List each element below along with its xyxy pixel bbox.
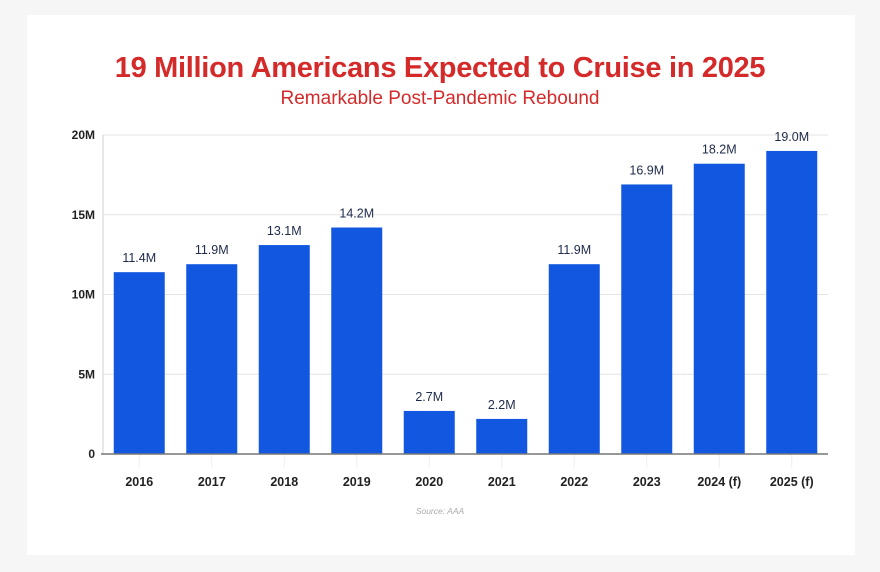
x-tick-label: 2025 (f): [770, 475, 814, 489]
bar: [693, 163, 745, 454]
bar: [258, 245, 310, 454]
x-tick-label: 2020: [415, 475, 443, 489]
y-tick-label: 0: [88, 447, 95, 461]
source-note: Source: AAA: [416, 506, 465, 516]
data-label: 13.1M: [267, 224, 302, 238]
data-label: 14.2M: [339, 207, 374, 221]
x-tick-label: 2022: [560, 475, 588, 489]
data-label: 2.7M: [415, 390, 443, 404]
data-label: 11.4M: [122, 251, 156, 265]
x-tick-label: 2024 (f): [697, 475, 741, 489]
bar: [331, 227, 383, 454]
x-tick-label: 2017: [198, 475, 226, 489]
data-label: 16.9M: [629, 163, 664, 177]
data-label: 11.9M: [195, 243, 229, 257]
x-tick-label: 2018: [270, 475, 298, 489]
y-tick-label: 15M: [72, 208, 95, 222]
y-tick-label: 10M: [72, 288, 95, 302]
chart-title: 19 Million Americans Expected to Cruise …: [114, 52, 766, 84]
data-label: 11.9M: [557, 243, 591, 257]
x-tick-label: 2021: [488, 475, 516, 489]
data-label: 2.2M: [488, 398, 516, 412]
y-tick-label: 5M: [78, 367, 95, 381]
x-tick-label: 2019: [343, 475, 371, 489]
chart-subtitle: Remarkable Post-Pandemic Rebound: [280, 88, 600, 109]
x-tick-label: 2016: [125, 475, 153, 489]
data-label: 19.0M: [774, 130, 809, 144]
bar: [548, 264, 600, 454]
bar: [621, 184, 673, 454]
bar: [403, 410, 455, 454]
bar: [186, 264, 238, 454]
bar: [476, 418, 528, 454]
bar: [113, 272, 165, 454]
y-tick-label: 20M: [72, 128, 95, 142]
data-label: 18.2M: [702, 143, 737, 157]
bar: [766, 150, 818, 454]
x-tick-label: 2023: [633, 475, 661, 489]
